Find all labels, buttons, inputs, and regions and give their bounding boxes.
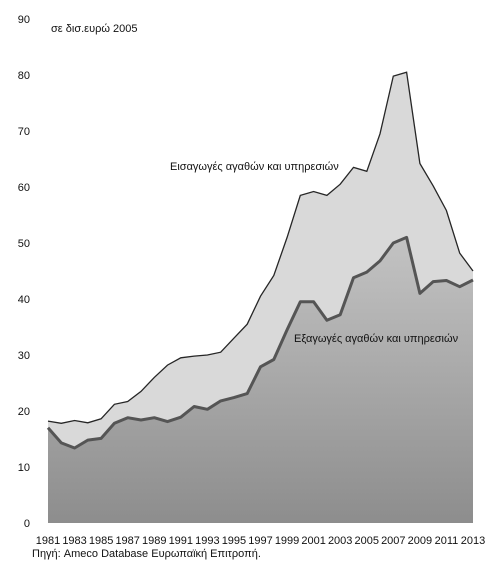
y-tick-label: 10 (18, 462, 30, 474)
y-tick-label: 60 (18, 182, 30, 194)
x-tick-label: 1993 (195, 535, 219, 547)
x-tick-label: 2005 (355, 535, 379, 547)
unit-label: σε δισ.ευρώ 2005 (51, 23, 137, 35)
x-tick-label: 2013 (461, 535, 485, 547)
x-tick-label: 1981 (36, 535, 60, 547)
x-tick-label: 2009 (408, 535, 432, 547)
x-tick-label: 1983 (62, 535, 86, 547)
x-tick-label: 1995 (222, 535, 246, 547)
imports-line (47, 71, 474, 424)
x-axis: 1981 1983 1985 1987 1989 1991 1993 1995 1997 1999… (36, 535, 485, 547)
exports-series (46, 235, 474, 523)
y-tick-label: 0 (24, 518, 30, 530)
y-tick-label: 90 (18, 14, 30, 26)
y-tick-label: 40 (18, 294, 30, 306)
x-tick-label: 2001 (301, 535, 325, 547)
x-tick-label: 1999 (275, 535, 299, 547)
exports-line (46, 235, 474, 450)
x-tick-label: 1987 (115, 535, 139, 547)
imports-series-label: Εισαγωγές αγαθών και υπηρεσιών (170, 161, 339, 173)
y-tick-label: 80 (18, 70, 30, 82)
x-tick-label: 2003 (328, 535, 352, 547)
exports-series-label: Εξαγωγές αγαθών και υπηρεσιών (294, 333, 459, 345)
x-tick-label: 2007 (381, 535, 405, 547)
y-tick-label: 20 (18, 406, 30, 418)
x-tick-label: 1997 (248, 535, 272, 547)
exports-area (48, 237, 473, 523)
y-tick-label: 50 (18, 238, 30, 250)
y-tick-label: 30 (18, 350, 30, 362)
y-tick-label: 70 (18, 126, 30, 138)
source-note: Πηγή: Ameco Database Ευρωπαϊκή Επιτροπή. (32, 548, 261, 560)
x-tick-label: 1985 (89, 535, 113, 547)
x-tick-label: 1991 (169, 535, 193, 547)
y-axis: 0 10 20 30 40 50 60 70 80 90 (18, 14, 30, 530)
x-tick-label: 1989 (142, 535, 166, 547)
x-tick-label: 2011 (435, 535, 459, 547)
